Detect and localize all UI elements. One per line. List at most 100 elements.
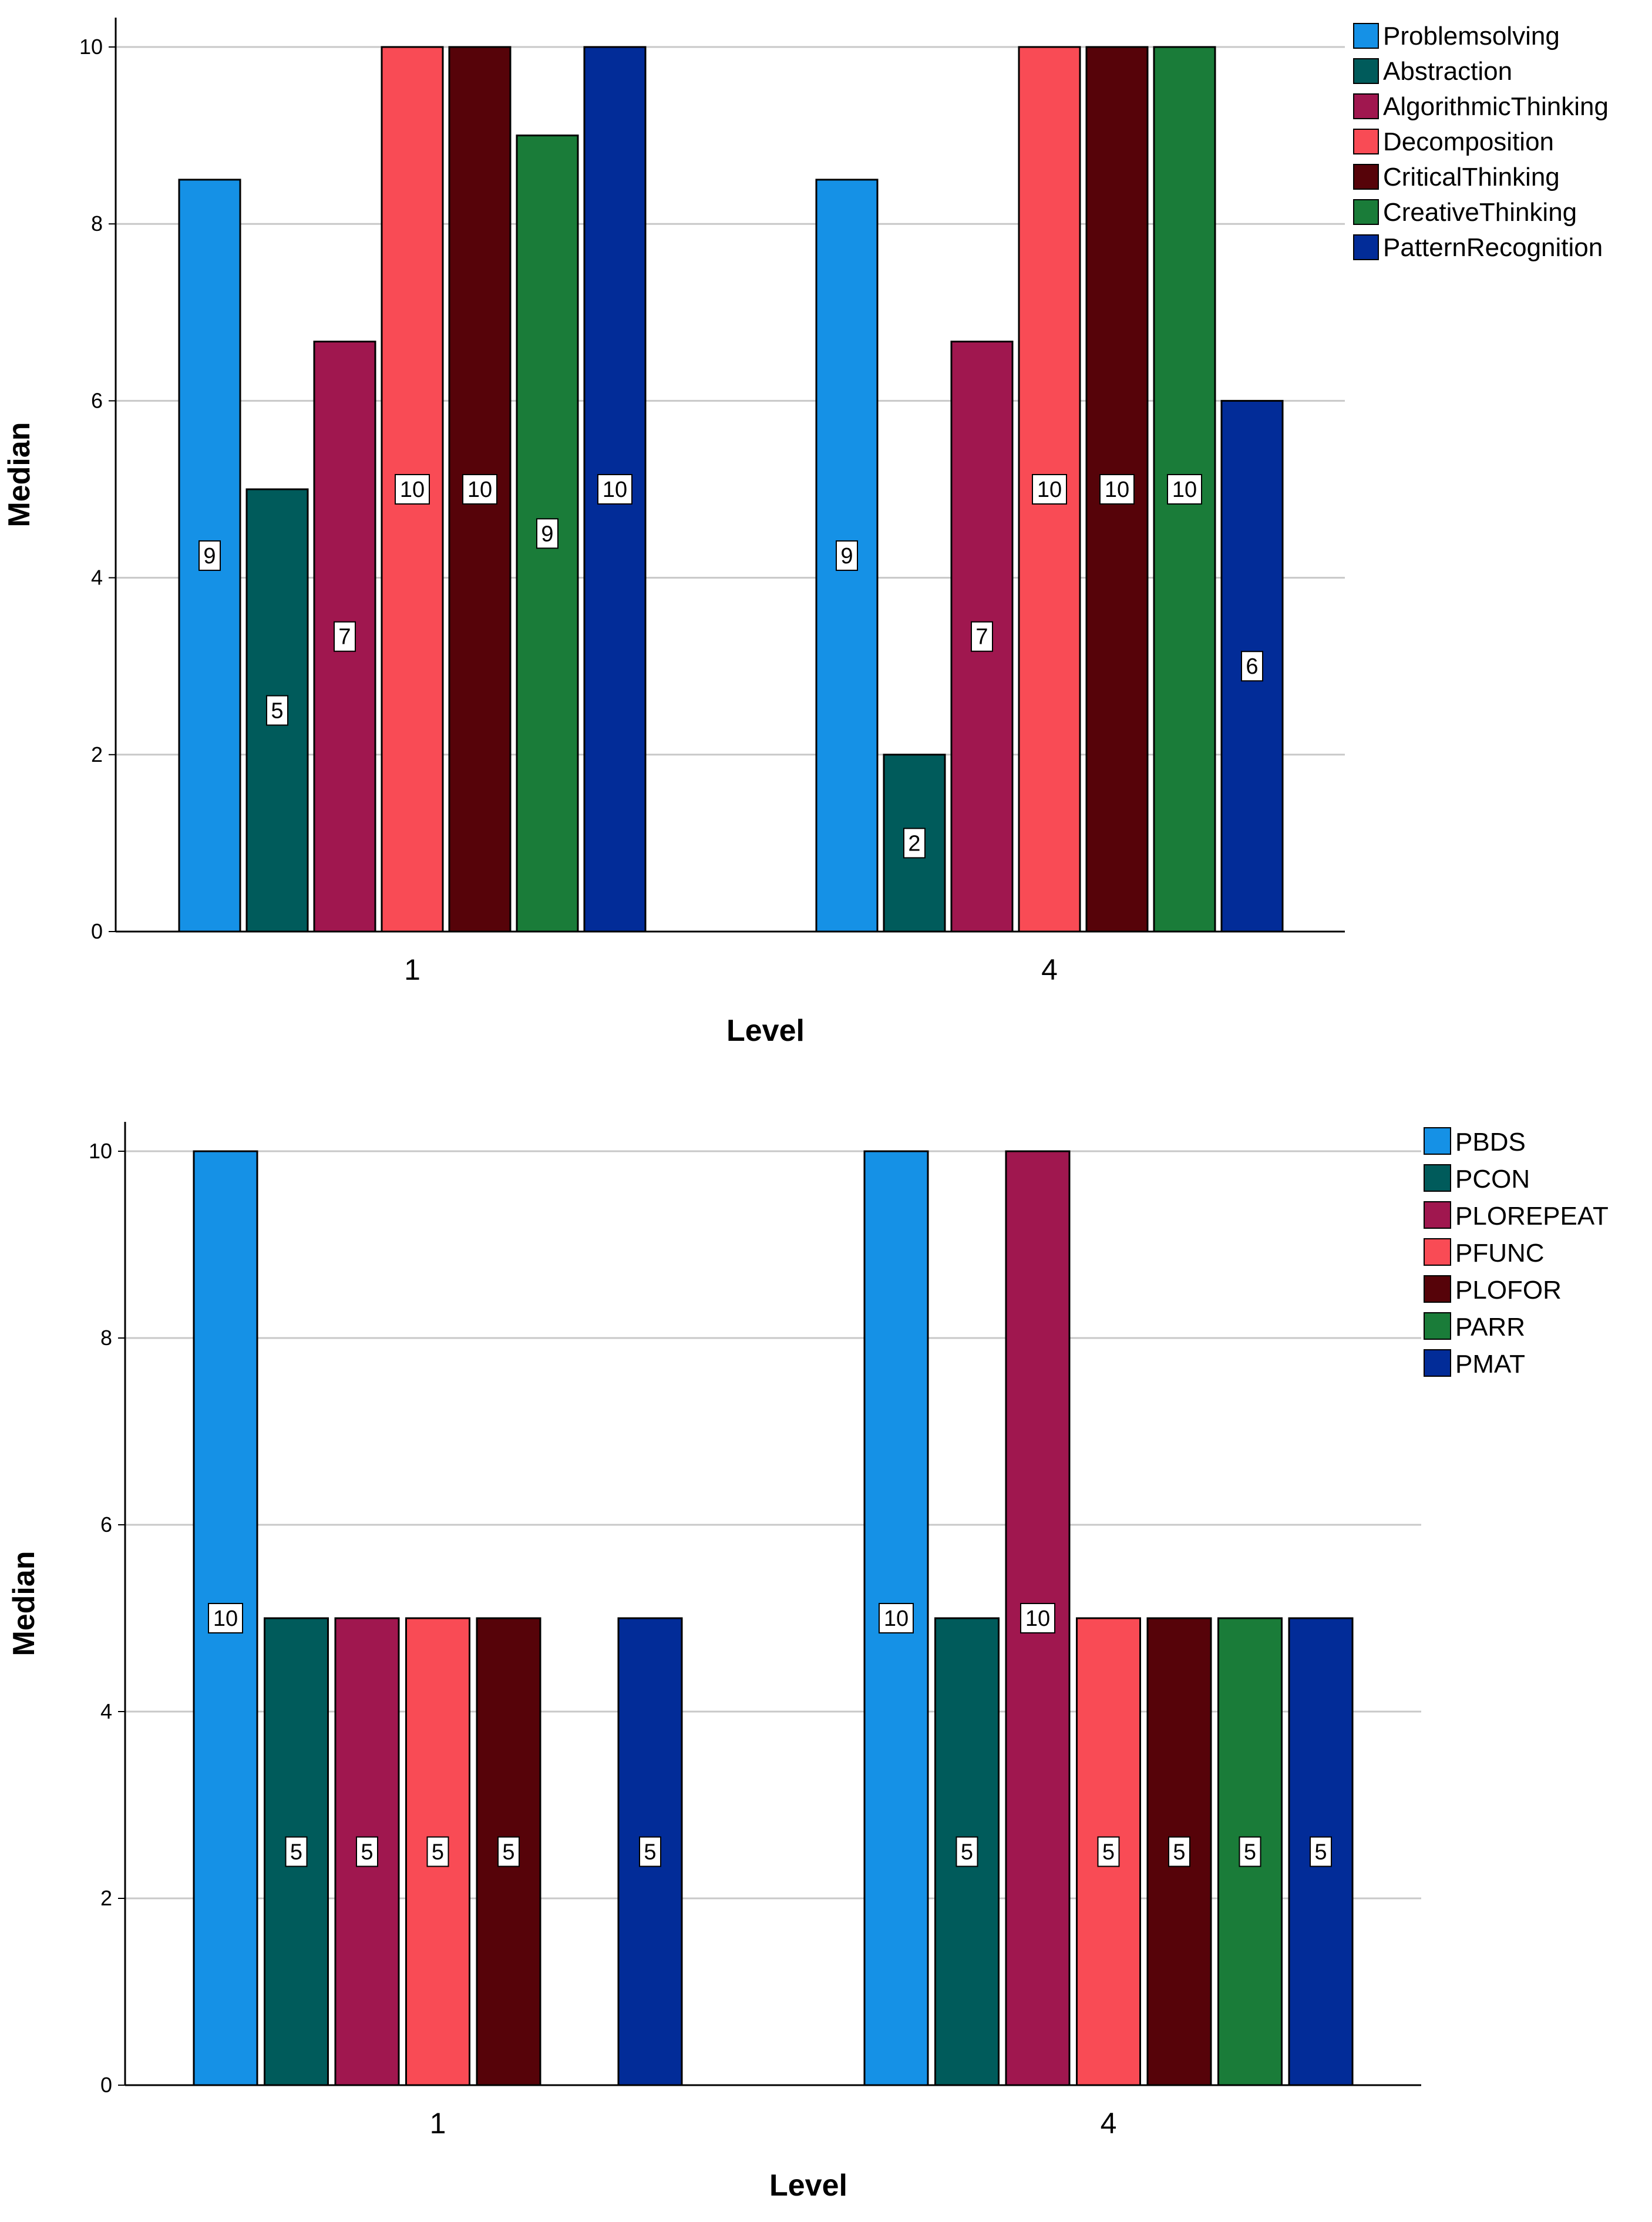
bar xyxy=(334,1617,400,2086)
data-label-box xyxy=(198,540,221,571)
data-label: 5 xyxy=(1102,1840,1115,1865)
data-label-box xyxy=(426,1836,449,1867)
data-label: 7 xyxy=(975,625,988,650)
legend-label: PLOFOR xyxy=(1455,1276,1562,1305)
legend-swatch xyxy=(1424,1164,1451,1192)
y-tick-label: 10 xyxy=(79,35,103,59)
data-label-box xyxy=(955,1836,978,1867)
legend-label: Decomposition xyxy=(1383,127,1554,156)
data-label: 2 xyxy=(908,831,920,856)
data-label: 6 xyxy=(1246,654,1258,679)
data-label-box xyxy=(1241,651,1263,682)
data-label: 10 xyxy=(1037,478,1062,502)
y-tick-label: 0 xyxy=(100,2073,112,2097)
y-tick-label: 6 xyxy=(91,388,103,412)
data-label-box xyxy=(462,474,497,505)
y-tick-label: 4 xyxy=(91,566,103,590)
data-label: 10 xyxy=(1025,1606,1050,1631)
data-label-box xyxy=(879,1603,914,1633)
legend-label: PARR xyxy=(1455,1313,1525,1342)
x-tick-label: 4 xyxy=(1041,953,1058,986)
y-tick-label: 2 xyxy=(91,742,103,767)
data-label: 10 xyxy=(603,478,627,502)
data-label-box xyxy=(1020,1603,1055,1633)
y-tick-label: 10 xyxy=(89,1139,112,1163)
x-tick-label: 4 xyxy=(1101,2107,1117,2140)
data-label-box xyxy=(1097,1836,1120,1867)
x-axis-title: Level xyxy=(769,2169,847,2203)
data-label-box xyxy=(208,1603,243,1633)
data-label: 5 xyxy=(644,1840,656,1865)
data-label: 9 xyxy=(840,544,853,569)
data-label-box xyxy=(1032,474,1067,505)
legend-swatch xyxy=(1353,23,1379,49)
y-tick-label: 4 xyxy=(100,1699,112,1723)
data-label-box xyxy=(497,1836,520,1867)
chart-svg: 0 2 4 6 8 10 10 5 5 5 5 5 1 10 5 10 5 5 5 5 4 Level Median PBDS… xyxy=(7,1122,1609,2203)
data-label: 9 xyxy=(203,544,216,569)
data-label-box xyxy=(356,1836,378,1867)
chart-2: 0 2 4 6 8 10 10 5 5 5 5 5 1 10 5 10 5 5 5 5 4 Level Median PBDS… xyxy=(0,1104,1652,2222)
legend-swatch xyxy=(1353,234,1379,260)
data-label: 5 xyxy=(1173,1840,1185,1865)
data-label: 5 xyxy=(961,1840,973,1865)
data-label-box xyxy=(836,540,858,571)
y-axis-title: Median xyxy=(7,1551,41,1656)
chart-1: 0 2 4 6 8 10 9 5 7 10 10 9 10 1 9 2 7 10 10 10 6 4 Level Median… xyxy=(0,0,1652,1075)
legend-swatch xyxy=(1353,164,1379,190)
data-label-box xyxy=(395,474,430,505)
data-label-box xyxy=(971,621,993,652)
legend-label: Problemsolving xyxy=(1383,22,1560,51)
legend-swatch xyxy=(1353,129,1379,154)
data-label: 9 xyxy=(541,522,553,546)
legend-label: PCON xyxy=(1455,1165,1530,1194)
legend-swatch xyxy=(1424,1127,1451,1155)
legend-label: CriticalThinking xyxy=(1383,163,1560,191)
data-label: 10 xyxy=(400,478,425,502)
legend-swatch xyxy=(1353,93,1379,119)
legend-label: PLOREPEAT xyxy=(1455,1202,1609,1231)
y-tick-label: 8 xyxy=(100,1326,112,1350)
legend-swatch xyxy=(1424,1238,1451,1266)
data-label-box xyxy=(536,518,558,549)
data-label: 10 xyxy=(1105,478,1129,502)
data-label: 7 xyxy=(338,625,351,650)
data-label: 5 xyxy=(271,699,283,724)
legend-label: Abstraction xyxy=(1383,57,1512,86)
bar xyxy=(405,1617,470,2086)
data-label: 10 xyxy=(213,1606,238,1631)
legend-swatch xyxy=(1353,58,1379,84)
legend-swatch xyxy=(1353,199,1379,225)
chart-svg: 0 2 4 6 8 10 9 5 7 10 10 9 10 1 9 2 7 10 10 10 6 4 Level Median… xyxy=(2,18,1609,1048)
data-label: 10 xyxy=(467,478,492,502)
legend-label: PatternRecognition xyxy=(1383,233,1603,262)
legend-swatch xyxy=(1424,1275,1451,1303)
legend-label: PBDS xyxy=(1455,1128,1526,1157)
bar xyxy=(313,340,376,933)
y-tick-label: 6 xyxy=(100,1512,112,1537)
data-label-box xyxy=(1099,474,1135,505)
data-label-box xyxy=(639,1836,661,1867)
data-label: 5 xyxy=(1244,1840,1256,1865)
data-label: 5 xyxy=(432,1840,444,1865)
data-label-box xyxy=(285,1836,308,1867)
y-tick-label: 2 xyxy=(100,1886,112,1910)
legend-swatch xyxy=(1424,1349,1451,1377)
data-label-box xyxy=(1239,1836,1261,1867)
data-label: 5 xyxy=(361,1840,373,1865)
data-label-box xyxy=(597,474,632,505)
data-label-box xyxy=(903,828,926,859)
bar xyxy=(516,135,579,933)
data-label-box xyxy=(1168,1836,1190,1867)
y-tick-label: 0 xyxy=(91,919,103,943)
legend-swatch xyxy=(1424,1312,1451,1340)
y-axis-title: Median xyxy=(2,422,36,527)
data-label-box xyxy=(334,621,356,652)
data-label-box xyxy=(1310,1836,1332,1867)
data-label: 10 xyxy=(1172,478,1197,502)
bar xyxy=(950,340,1014,933)
legend-label: PFUNC xyxy=(1455,1239,1545,1268)
data-label-box xyxy=(1167,474,1202,505)
data-label: 5 xyxy=(290,1840,302,1865)
data-label: 5 xyxy=(502,1840,514,1865)
